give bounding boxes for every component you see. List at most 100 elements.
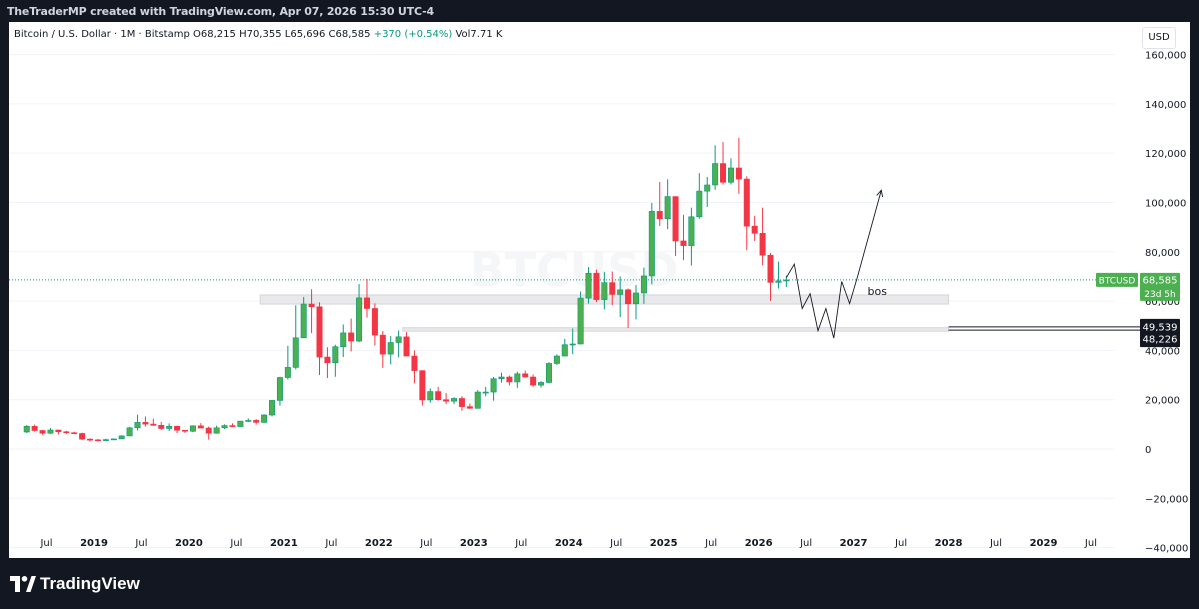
candle-body (371, 308, 378, 336)
x-tick-label: 2029 (1030, 538, 1058, 549)
candle-body (174, 426, 181, 431)
projection-arrowhead (876, 189, 884, 198)
candle-body (482, 391, 489, 394)
candle-body (498, 376, 505, 380)
x-tick-label: 2026 (745, 538, 773, 549)
candle-body (316, 306, 323, 358)
legend-volume: Vol7.71 K (455, 29, 503, 40)
candle-body (166, 426, 173, 429)
legend-close: C68,585 (328, 29, 371, 40)
x-tick-label: Jul (1084, 538, 1097, 549)
candle-body (656, 211, 663, 220)
projection-line (785, 190, 882, 339)
y-tick-label: −40,000 (1145, 544, 1188, 555)
candle-body (118, 435, 125, 440)
candle-body (181, 429, 188, 432)
x-tick-label: 2023 (460, 538, 488, 549)
candle-body (680, 240, 687, 246)
chart-frame[interactable]: BTCUSD bos 160,000 140,000 120,000 100,000 8… (9, 22, 1190, 558)
candle-body (237, 420, 244, 427)
tradingview-logo-icon (10, 576, 36, 592)
candle-body (134, 422, 141, 429)
last-price-text: 68,585 (1143, 275, 1178, 286)
symbol-tag-text: BTCUSD (1099, 276, 1136, 286)
candle-body (633, 292, 640, 305)
candle-body (158, 425, 165, 429)
candle-body (269, 400, 276, 416)
candle-body (466, 406, 473, 409)
candle-body (245, 420, 252, 422)
candle-body (751, 225, 758, 234)
candle-body (213, 427, 220, 434)
candle-body (490, 378, 497, 393)
candle-body (39, 430, 46, 434)
x-tick-label: 2028 (935, 538, 963, 549)
level-lower-tag (1140, 331, 1180, 348)
candle-body (229, 425, 236, 427)
support-zone (402, 327, 950, 332)
candle-body (387, 342, 394, 355)
candles (23, 137, 790, 442)
candle-body (419, 370, 426, 401)
candle-body (601, 282, 608, 300)
x-tick-label: Jul (229, 538, 242, 549)
y-tick-label: 140,000 (1145, 100, 1186, 111)
candle-body (530, 376, 537, 386)
y-tick-label: 80,000 (1145, 248, 1180, 259)
x-tick-label: 2020 (175, 538, 203, 549)
chart-legend: Bitcoin / U.S. Dollar · 1M · Bitstamp O6… (14, 29, 502, 40)
candle-body (47, 429, 54, 434)
candle-body (63, 431, 70, 434)
candle-body (704, 184, 711, 192)
candle-body (617, 289, 624, 295)
y-tick-label: 0 (1145, 445, 1151, 456)
candle-body (205, 427, 212, 434)
candle-body (110, 438, 117, 441)
candle-body (221, 425, 228, 429)
candle-body (506, 376, 513, 383)
candle-body (150, 423, 157, 426)
candle-body (664, 196, 671, 220)
y-tick-label: 60,000 (1145, 297, 1180, 308)
candle-body (55, 429, 62, 433)
candle-body (435, 391, 442, 400)
time-axis: Jul 2019 Jul 2020 Jul 2021 Jul 2022 Jul 2023 Jul 20… (39, 538, 1097, 549)
candle-body (672, 196, 679, 242)
x-tick-label: 2019 (80, 538, 108, 549)
candle-body (609, 282, 616, 295)
candle-body (403, 336, 410, 357)
candle-body (522, 373, 529, 378)
candle-body (340, 332, 347, 347)
last-price-tag (1140, 272, 1180, 301)
legend-open: O68,215 (193, 29, 236, 40)
candle-body (443, 399, 450, 402)
candle-body (284, 367, 291, 378)
bottom-bar (0, 558, 1199, 609)
candle-body (332, 346, 339, 364)
candle-body (474, 391, 481, 409)
candle-body (743, 178, 750, 227)
candle-body (688, 216, 695, 246)
candle-body (411, 355, 418, 371)
candle-body (640, 275, 647, 294)
candle-body (538, 382, 545, 386)
candle-body (87, 438, 94, 441)
x-tick-label: Jul (419, 538, 432, 549)
candle-body (300, 303, 307, 339)
candle-body (308, 303, 315, 308)
projection-path (785, 189, 884, 339)
candle-body (561, 344, 568, 357)
candle-body (379, 334, 386, 355)
x-tick-label: Jul (609, 538, 622, 549)
tradingview-brand: TradingView (40, 574, 140, 593)
candle-body (648, 211, 655, 277)
x-tick-label: 2022 (365, 538, 393, 549)
x-tick-label: Jul (324, 538, 337, 549)
currency-button[interactable]: USD (1142, 27, 1176, 49)
candle-body (569, 343, 576, 346)
x-tick-label: Jul (514, 538, 527, 549)
price-chart[interactable]: BTCUSD bos 160,000 140,000 120,000 100,000 8… (9, 22, 1190, 558)
candle-body (696, 190, 703, 218)
candle-body (395, 336, 402, 343)
candle-body (189, 425, 196, 432)
